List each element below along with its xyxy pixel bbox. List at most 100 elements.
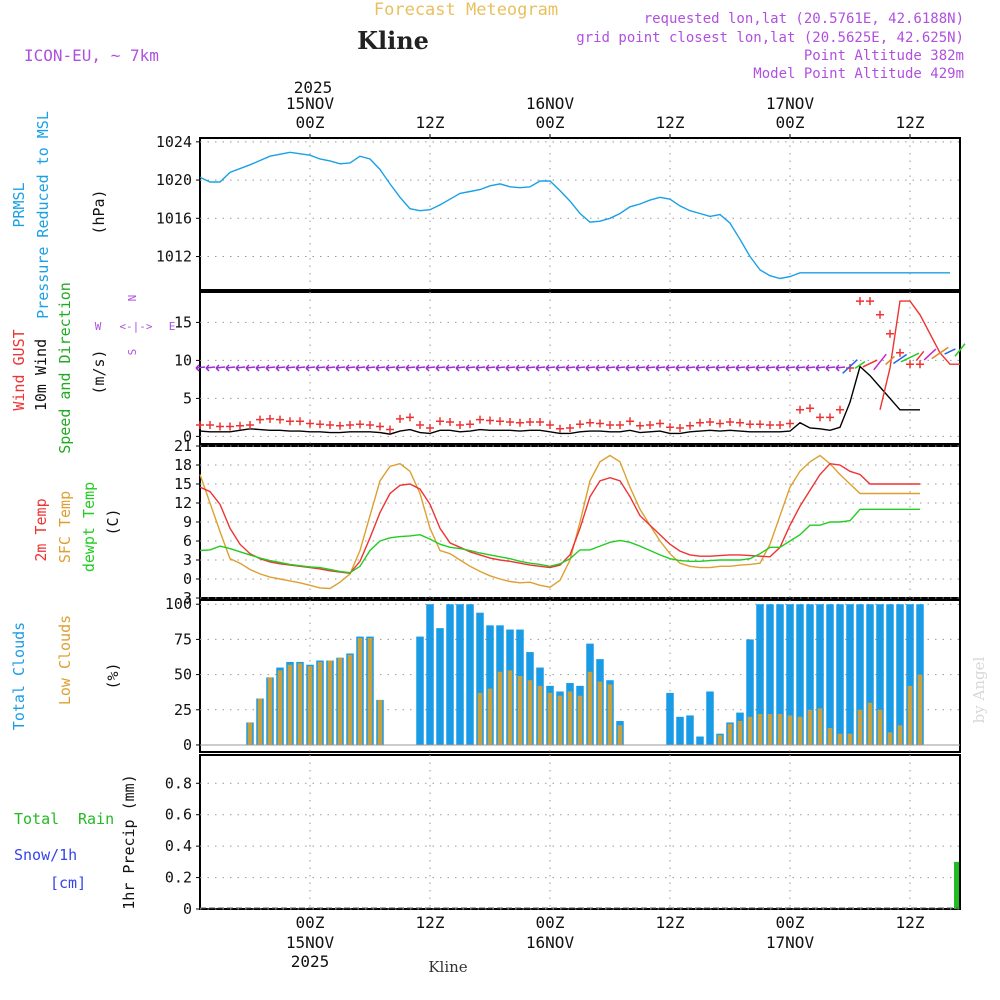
wind-arrow-strong — [873, 353, 887, 371]
chart-title: Forecast Meteogram — [374, 0, 558, 20]
wind-speed-line — [199, 365, 920, 435]
total-cloud-bar — [836, 604, 844, 745]
temp-ytick-label: 12 — [174, 494, 192, 512]
clouds-frame — [199, 599, 961, 753]
gust-marker — [626, 417, 634, 426]
precip-ytick-label: 0 — [183, 900, 192, 918]
low-cloud-bar — [537, 685, 543, 745]
total-cloud-bar — [766, 604, 774, 745]
wind-ytick-label: 5 — [183, 389, 192, 407]
wind-arrow — [355, 364, 366, 372]
precip-ytick-label: 0.6 — [165, 806, 192, 824]
cloud-labels: Total Clouds Low Clouds (%) — [10, 615, 122, 730]
top-date-label: 17NOV — [766, 94, 815, 113]
wind-arrow-strong — [954, 343, 966, 357]
wind-arrow — [395, 364, 406, 372]
gust-marker — [376, 422, 384, 431]
total-cloud-bar — [446, 604, 454, 745]
gust-marker — [356, 420, 364, 429]
wind-arrow — [805, 364, 816, 372]
low-cloud-bar — [577, 695, 583, 745]
wind-arrow — [275, 364, 286, 372]
temp-2m-line — [199, 462, 920, 575]
temp-labels: 2m Temp SFC Temp dewpt Temp (C) — [32, 482, 122, 572]
precip-ytick-label: 0.8 — [165, 774, 192, 792]
top-hour-label: 00Z — [776, 113, 805, 132]
gust-marker — [416, 421, 424, 429]
gust-marker — [536, 417, 544, 426]
wind-arrow — [565, 364, 576, 372]
gust-marker — [606, 421, 614, 429]
wind-label-dir: Speed and Direction — [56, 282, 74, 454]
gust-marker — [286, 417, 294, 426]
wind-arrow — [605, 364, 616, 372]
gust-marker — [236, 421, 244, 430]
gust-marker — [316, 420, 324, 429]
temp-ytick-label: -3 — [174, 589, 192, 607]
clouds-ytick-label: 75 — [174, 630, 192, 648]
wind-arrow-strong — [944, 348, 956, 355]
wind-arrow-strong — [915, 350, 925, 362]
wind-arrow — [225, 364, 236, 372]
low-cloud-bar — [747, 716, 753, 745]
clouds-ytick-label: 50 — [174, 666, 192, 684]
low-cloud-bar — [527, 680, 533, 745]
gust-marker — [406, 413, 414, 422]
gust-marker — [426, 424, 434, 433]
precip-label-snow: Snow/1h — [14, 846, 77, 864]
low-cloud-bar — [587, 671, 593, 745]
low-cloud-bar — [317, 661, 323, 745]
gust-marker — [296, 417, 304, 426]
gust-marker — [846, 364, 854, 372]
pressure-ytick-label: 1012 — [156, 248, 192, 266]
bottom-hour-label: 12Z — [416, 913, 445, 932]
gust-marker — [496, 417, 504, 426]
wind-arrow — [515, 364, 526, 372]
total-cloud-bar — [696, 736, 704, 745]
wind-arrow — [385, 364, 396, 372]
cloud-label-unit: (%) — [104, 662, 122, 689]
gust-marker — [576, 420, 584, 429]
total-cloud-bar — [786, 604, 794, 745]
top-date-label: 15NOV — [286, 94, 335, 113]
pressure-panel: 1012 1016 1020 1024 — [156, 133, 961, 291]
low-cloud-bar — [487, 688, 493, 745]
top-date-label: 16NOV — [526, 94, 575, 113]
low-cloud-bar — [767, 714, 773, 745]
temp-label-unit: (C) — [104, 508, 122, 535]
low-cloud-bar — [837, 733, 843, 745]
total-cloud-bar — [436, 628, 444, 745]
wind-arrow — [635, 364, 646, 372]
pressure-frame — [199, 137, 961, 291]
gust-marker — [736, 418, 744, 427]
wind-arrow — [485, 364, 496, 372]
low-cloud-bar — [917, 674, 923, 745]
wind-ytick-label: 0 — [183, 427, 192, 445]
gust-marker — [196, 421, 204, 429]
low-cloud-bar — [277, 670, 283, 745]
precip-panel: 0 0.2 0.4 0.6 0.8 — [165, 754, 961, 918]
wind-arrow — [785, 364, 796, 372]
wind-arrow — [615, 364, 626, 372]
gust-marker — [226, 422, 234, 431]
total-cloud-bar — [776, 604, 784, 745]
gust-marker — [636, 421, 644, 430]
total-cloud-bar — [816, 604, 824, 745]
wind-arrow-strong — [862, 359, 878, 368]
bottom-hour-label: 00Z — [776, 913, 805, 932]
gust-marker — [596, 419, 604, 428]
total-cloud-bar — [466, 604, 474, 745]
temp-ytick-label: 9 — [183, 513, 192, 531]
wind-arrow — [315, 364, 326, 372]
station-title: Kline — [357, 26, 429, 55]
wind-arrow — [215, 364, 226, 372]
compass-w: W — [95, 320, 102, 333]
gust-marker — [906, 360, 914, 369]
low-cloud-bar — [287, 664, 293, 745]
temp-ytick-label: 18 — [174, 456, 192, 474]
model-altitude: Model Point Altitude 429m — [753, 66, 964, 82]
temp-label-2m: 2m Temp — [32, 498, 50, 561]
wind-arrow — [435, 364, 446, 372]
wind-arrow-strong — [842, 359, 858, 374]
total-cloud-bar — [906, 604, 914, 745]
